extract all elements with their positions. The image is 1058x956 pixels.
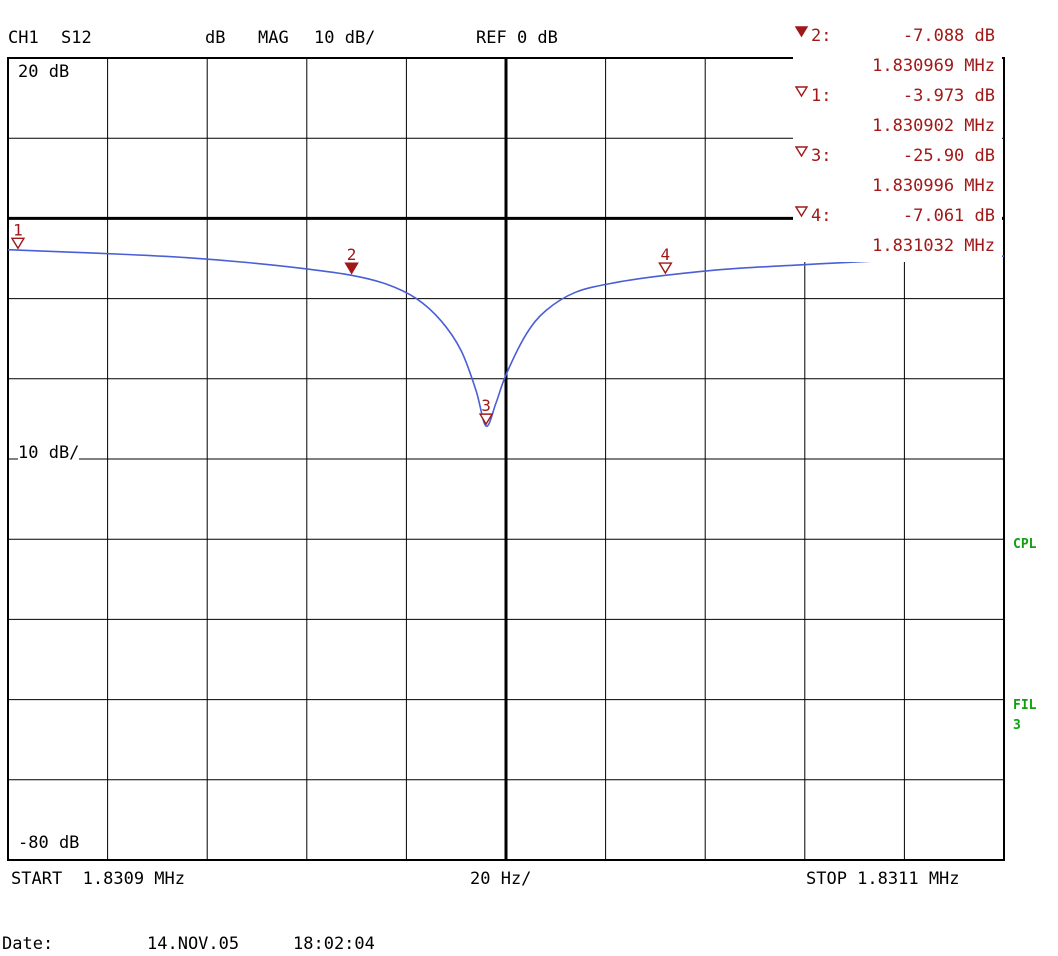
start-frequency-label: START 1.8309 MHz [11, 869, 185, 889]
filter-number-label: 3 [1013, 718, 1021, 733]
date-value: 14.NOV.05 [147, 934, 240, 954]
marker-1-readout-label: 1: [811, 86, 832, 106]
marker-2-readout-value: -7.088 dB [902, 26, 995, 46]
marker-4-table-icon [795, 206, 809, 218]
marker-1-label: 1 [13, 220, 23, 239]
marker-3-readout-frequency: 1.830996 MHz [872, 176, 995, 196]
span-per-division-label: 20 Hz/ [470, 869, 532, 889]
format-label: MAG [258, 28, 289, 48]
trace-layer [7, 248, 1005, 427]
marker-3-label: 3 [481, 396, 491, 415]
date-label: Date: [2, 934, 54, 954]
marker-4-readout-label: 4: [811, 206, 832, 226]
marker-1-table-icon [795, 86, 809, 98]
marker-4-label: 4 [661, 245, 671, 264]
marker-3-readout-label: 3: [811, 146, 832, 166]
marker-1-readout-value: -3.973 dB [902, 86, 995, 106]
y-top-label: 20 dB [18, 62, 70, 82]
trace-line [7, 248, 1005, 427]
marker-2-readout-label: 2: [811, 26, 832, 46]
marker-layer: 1 2 3 4 [10, 220, 673, 426]
marker-3-table-icon [795, 146, 809, 158]
stop-frequency-label: STOP 1.8311 MHz [806, 869, 960, 889]
marker-4-readout-value: -7.061 dB [902, 206, 995, 226]
y-scale-label: 10 dB/ [18, 443, 80, 463]
marker-2-readout-frequency: 1.830969 MHz [872, 56, 995, 76]
plot-frame [7, 57, 1005, 861]
marker-2-label: 2 [347, 245, 357, 264]
marker-3-readout-value: -25.90 dB [902, 146, 995, 166]
marker-table-backdrop [793, 24, 1002, 262]
parameter-label: S12 [61, 28, 92, 48]
filter-label: FIL [1013, 698, 1037, 713]
marker-2-triangle [344, 262, 359, 275]
channel-label: CH1 [8, 28, 39, 48]
reference-level-label: REF 0 dB [476, 28, 558, 48]
coupling-label: CPL [1013, 537, 1037, 552]
unit-label: dB [205, 28, 226, 48]
marker-4-triangle [658, 262, 673, 275]
marker-2-table-icon [795, 26, 809, 38]
y-bottom-label: -80 dB [18, 833, 80, 853]
marker-4-readout-frequency: 1.831032 MHz [872, 236, 995, 256]
marker-1-triangle [10, 237, 26, 250]
marker-3-triangle [478, 413, 494, 426]
time-value: 18:02:04 [293, 934, 375, 954]
scale-label: 10 dB/ [314, 28, 376, 48]
marker-1-readout-frequency: 1.830902 MHz [872, 116, 995, 136]
